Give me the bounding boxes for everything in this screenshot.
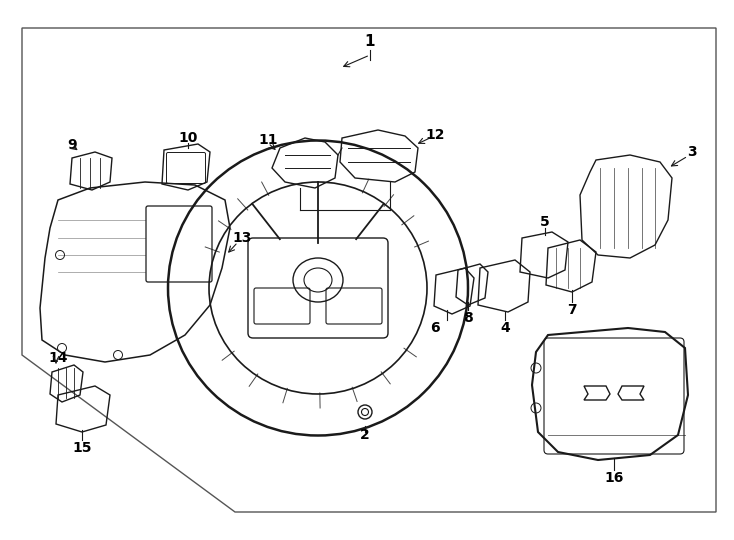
Text: 1: 1 — [365, 35, 375, 50]
Text: 5: 5 — [540, 215, 550, 229]
Text: 10: 10 — [178, 131, 197, 145]
Text: 6: 6 — [430, 321, 440, 335]
Text: 4: 4 — [500, 321, 510, 335]
Text: 14: 14 — [48, 351, 68, 365]
Text: 11: 11 — [258, 133, 277, 147]
Text: 12: 12 — [425, 128, 445, 142]
Text: 8: 8 — [463, 311, 473, 325]
Text: 16: 16 — [604, 471, 624, 485]
Text: 15: 15 — [72, 441, 92, 455]
Text: 3: 3 — [687, 145, 697, 159]
Text: 9: 9 — [68, 138, 77, 152]
Text: 2: 2 — [360, 428, 370, 442]
Text: 7: 7 — [567, 303, 577, 317]
Text: 13: 13 — [233, 231, 252, 245]
